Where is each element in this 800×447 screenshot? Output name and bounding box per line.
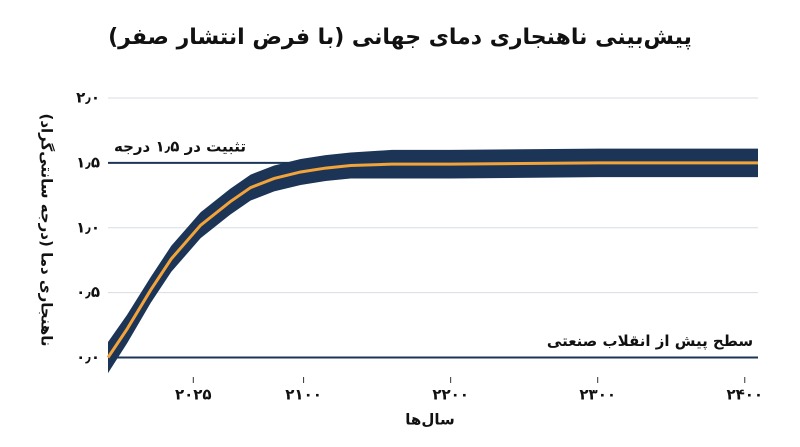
y-tick-label: ۲٫۰	[76, 89, 100, 107]
y-tick-label: ۱٫۵	[76, 153, 100, 171]
chart-title: پیش‌بینی ناهنجاری دمای جهانی (با فرض انت…	[108, 25, 692, 50]
y-axis-label: ناهنجاری دما (درجه سانتی‌گراد)	[38, 113, 56, 346]
x-tick-label: ۲۱۰۰	[285, 386, 322, 404]
annotation: سطح پیش از انقلاب صنعتی	[547, 332, 753, 351]
x-tick-label: ۲۲۰۰	[432, 386, 469, 404]
line	[106, 161, 758, 359]
y-tick-label: ۰٫۵	[76, 283, 100, 301]
y-tick-label: ۰٫۰	[76, 348, 100, 366]
annotation: تثبیت در ۱٫۵ درجه	[114, 137, 246, 155]
x-axis-label: سال‌ها	[405, 411, 454, 429]
x-tick-label: ۲۴۰۰	[726, 386, 763, 404]
uncertainty-band	[108, 148, 758, 374]
x-tick-label: ۲۳۰۰	[579, 386, 616, 404]
y-tick-label: ۱٫۰	[76, 218, 100, 236]
x-tick-label: ۲۰۲۵	[175, 386, 212, 404]
